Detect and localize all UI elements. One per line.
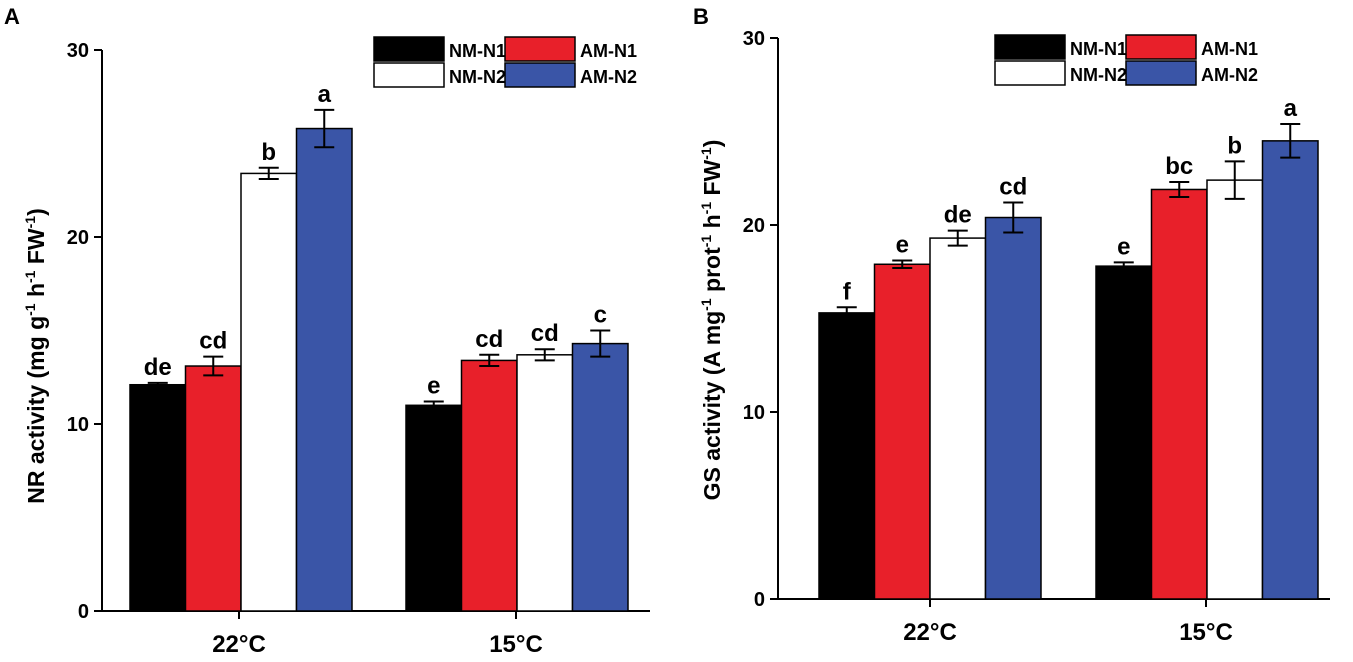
- bar-a-am-n1-22c: [184, 365, 242, 612]
- legend-label-b-am-n1: AM-N1: [1201, 39, 1258, 59]
- y-ticks-b: 0 10 20 30: [743, 28, 778, 611]
- bar-a-nm-n2-15c: [516, 354, 574, 612]
- bar-b-am-n2-22c: [984, 216, 1042, 600]
- bar-a-nm-n2-22c: [240, 172, 298, 612]
- y-axis-title-a: NR activity (mg g-1 h-1 FW-1): [22, 208, 49, 504]
- letter-b-am-n2-15c: a: [1284, 95, 1298, 122]
- bar-b-nm-n1-22c: [818, 312, 876, 600]
- bar-b-am-n1-22c: [873, 263, 931, 600]
- error-bars-b: [836, 123, 1301, 320]
- legend-swatch-b-am-n1: [1125, 34, 1197, 60]
- panel-label-b: B: [693, 4, 709, 29]
- bar-b-nm-n2-22c: [929, 237, 987, 600]
- x-category-label-b: 22°C: [903, 619, 957, 646]
- error-bar-a-am-n2-15c: [590, 329, 611, 358]
- error-bar-b-am-n2-22c: [1003, 201, 1024, 234]
- y-axis-title-b: GS activity (A mg-1 prot-1 h-1 FW-1): [698, 140, 725, 501]
- y-tick-label-b: 20: [743, 215, 765, 237]
- letter-a-nm-n2-22c: b: [261, 139, 276, 166]
- legend-swatch-b-nm-n2: [994, 60, 1066, 86]
- letter-a-nm-n1-22c: de: [144, 354, 172, 381]
- legend-swatch-b-am-n2: [1125, 60, 1197, 86]
- letter-a-am-n2-22c: a: [318, 81, 332, 108]
- letter-a-nm-n1-15c: e: [427, 373, 440, 400]
- y-ticks-a: 0 10 20 30: [67, 40, 102, 623]
- error-bar-a-am-n1-15c: [479, 353, 500, 368]
- legend-label-b-nm-n1: NM-N1: [1070, 39, 1127, 59]
- error-bar-b-nm-n1-22c: [836, 306, 857, 320]
- bar-a-am-n2-22c: [295, 127, 353, 612]
- legend-label-a-am-n1: AM-N1: [580, 41, 637, 61]
- legend-a: NM-N1 AM-N1 NM-N2 AM-N2: [373, 36, 637, 88]
- x-category-label-a: 15°C: [489, 631, 543, 658]
- legend-label-b-nm-n2: NM-N2: [1070, 65, 1127, 85]
- legend-label-b-am-n2: AM-N2: [1201, 65, 1258, 85]
- bar-a-am-n2-15c: [571, 342, 629, 612]
- y-tick-label-a: 10: [67, 414, 89, 436]
- bar-a-am-n1-15c: [460, 359, 518, 612]
- significance-letters-b: f e de cd e bc b a: [843, 95, 1298, 305]
- error-bar-b-am-n2-15c: [1280, 123, 1301, 159]
- legend-label-a-nm-n2: NM-N2: [449, 67, 506, 87]
- y-tick-label-a: 20: [67, 227, 89, 249]
- error-bar-b-nm-n2-15c: [1224, 160, 1245, 200]
- letter-a-am-n2-15c: c: [594, 302, 607, 329]
- letter-a-am-n1-22c: cd: [199, 328, 227, 355]
- bar-a-nm-n1-22c: [129, 383, 187, 612]
- legend-swatch-a-nm-n1: [373, 36, 445, 62]
- error-bar-b-nm-n1-15c: [1113, 261, 1134, 271]
- error-bar-a-am-n1-22c: [203, 355, 224, 377]
- y-tick-label-a: 0: [78, 601, 89, 623]
- letter-b-am-n2-22c: cd: [999, 174, 1027, 201]
- x-ticks-b: 22°C 15°C: [903, 599, 1233, 646]
- bars-a: [129, 127, 629, 612]
- bar-b-nm-n2-15c: [1206, 179, 1264, 600]
- letter-b-am-n1-15c: bc: [1165, 153, 1193, 180]
- panel-b: B GS activity (A mg-1 prot-1 h-1 FW-1) 0…: [693, 4, 1330, 646]
- error-bar-a-nm-n1-22c: [147, 381, 168, 388]
- letter-b-nm-n1-15c: e: [1117, 233, 1130, 260]
- bars-b: [818, 140, 1319, 600]
- panel-a: A NR activity (mg g-1 h-1 FW-1) 0 10 20 …: [4, 4, 650, 658]
- legend-b: NM-N1 AM-N1 NM-N2 AM-N2: [994, 34, 1258, 86]
- y-tick-label-b: 10: [743, 402, 765, 424]
- bar-b-am-n1-15c: [1150, 188, 1208, 600]
- error-bar-a-nm-n1-15c: [423, 400, 444, 411]
- error-bars-a: [147, 108, 611, 411]
- letter-a-am-n1-15c: cd: [475, 326, 503, 353]
- legend-swatch-b-nm-n1: [994, 34, 1066, 60]
- error-bar-a-nm-n2-15c: [534, 348, 555, 362]
- letter-b-nm-n2-22c: de: [944, 202, 972, 229]
- legend-swatch-a-am-n2: [504, 62, 576, 88]
- significance-letters-a: de cd b a e cd cd c: [144, 81, 607, 400]
- bar-a-nm-n1-15c: [405, 404, 463, 612]
- x-category-label-a: 22°C: [212, 631, 266, 658]
- error-bar-b-am-n1-15c: [1169, 180, 1190, 198]
- legend-label-a-nm-n1: NM-N1: [449, 41, 506, 61]
- legend-swatch-a-am-n1: [504, 36, 576, 62]
- error-bar-b-nm-n2-22c: [947, 229, 968, 247]
- letter-b-am-n1-22c: e: [896, 232, 909, 259]
- bar-b-am-n2-15c: [1261, 140, 1319, 600]
- legend-swatch-a-nm-n2: [373, 62, 445, 88]
- x-category-label-b: 15°C: [1179, 619, 1233, 646]
- legend-label-a-am-n2: AM-N2: [580, 67, 637, 87]
- y-tick-label-b: 30: [743, 28, 765, 50]
- letter-a-nm-n2-15c: cd: [531, 320, 559, 347]
- x-ticks-a: 22°C 15°C: [212, 611, 543, 658]
- bar-b-nm-n1-15c: [1095, 265, 1153, 600]
- error-bar-a-nm-n2-22c: [258, 166, 279, 181]
- panel-label-a: A: [4, 4, 20, 29]
- letter-b-nm-n1-22c: f: [843, 278, 852, 305]
- error-bar-b-am-n1-22c: [892, 259, 913, 270]
- y-tick-label-a: 30: [67, 40, 89, 62]
- error-bar-a-am-n2-22c: [314, 108, 335, 149]
- y-tick-label-b: 0: [754, 589, 765, 611]
- letter-b-nm-n2-15c: b: [1227, 132, 1242, 159]
